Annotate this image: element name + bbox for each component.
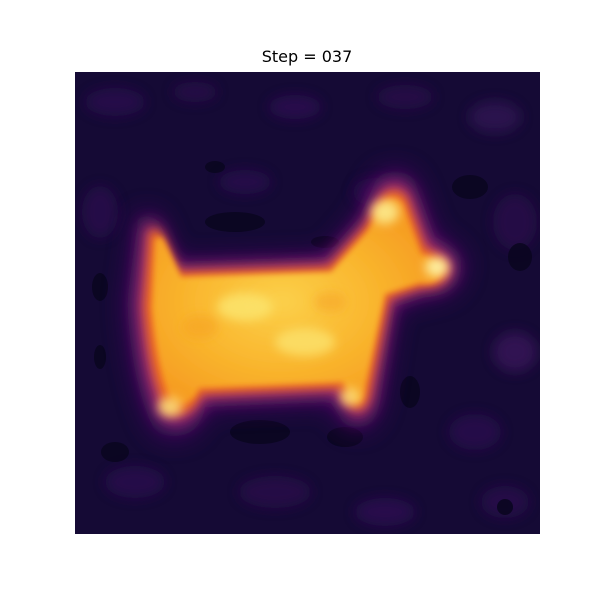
heatmap-image xyxy=(75,72,540,534)
figure-title: Step = 037 xyxy=(261,47,353,66)
dog-heatmap xyxy=(127,170,464,438)
noise-patches xyxy=(82,82,537,526)
bright-highlights xyxy=(158,200,449,417)
dark-speckles xyxy=(92,161,532,515)
